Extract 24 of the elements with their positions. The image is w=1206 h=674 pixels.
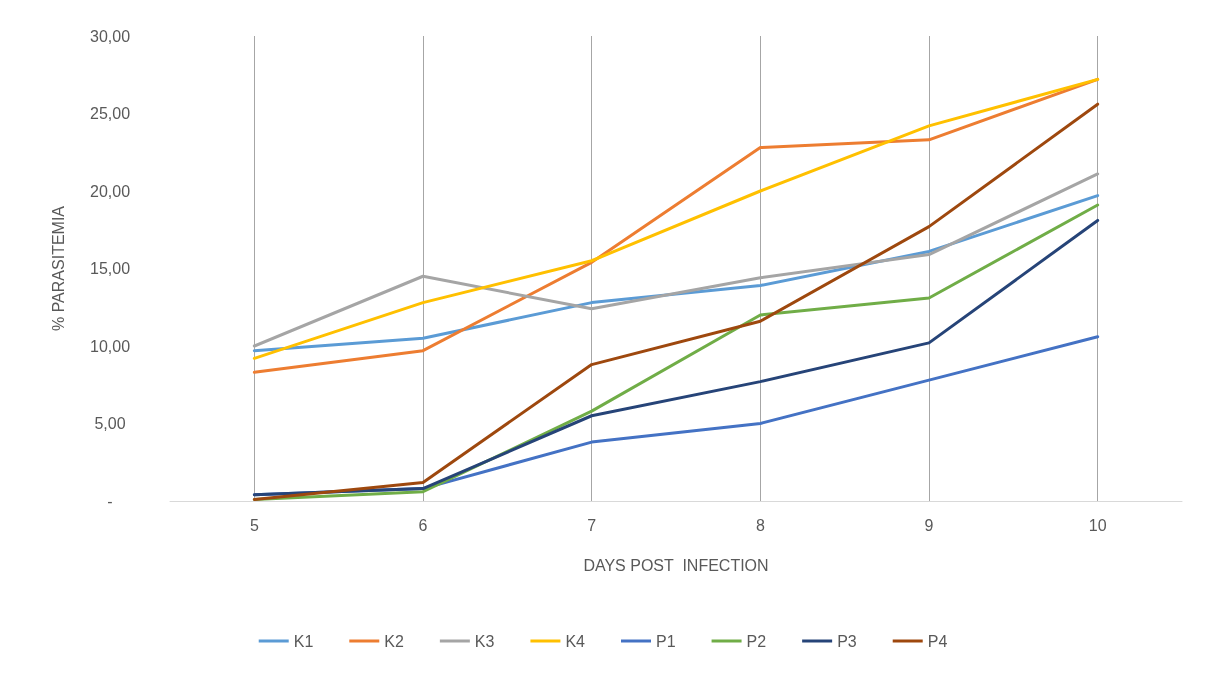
y-tick-label: 10,00: [89, 337, 131, 355]
legend-label: P3: [837, 632, 857, 650]
y-tick-label: 25,00: [89, 105, 131, 122]
y-tick-label: 30,00: [89, 27, 131, 45]
x-tick-label: 5: [249, 516, 259, 534]
legend-label: P1: [656, 632, 676, 650]
y-tick-label: 15,00: [89, 260, 131, 277]
legend-label: K3: [474, 632, 495, 650]
x-tick-label: 8: [755, 516, 765, 534]
legend-label: P2: [746, 632, 767, 650]
x-tick-label: 7: [587, 516, 597, 534]
legend-label: K1: [293, 632, 314, 650]
x-tick-label: 10: [1088, 516, 1107, 534]
legend-label: P4: [927, 632, 948, 650]
y-tick-label: 20,00: [89, 182, 131, 200]
y-axis-title: % PARASITEMIA: [49, 205, 67, 332]
y-tick-label: -: [107, 492, 113, 510]
legend-label: K4: [565, 632, 586, 650]
x-tick-label: 9: [924, 516, 934, 534]
x-axis-title: DAYS POST INFECTION: [583, 556, 769, 574]
x-tick-label: 6: [418, 516, 428, 534]
legend-label: K2: [384, 632, 404, 650]
line-series: [252, 102, 1100, 501]
y-tick-label: 5,00: [94, 415, 126, 432]
